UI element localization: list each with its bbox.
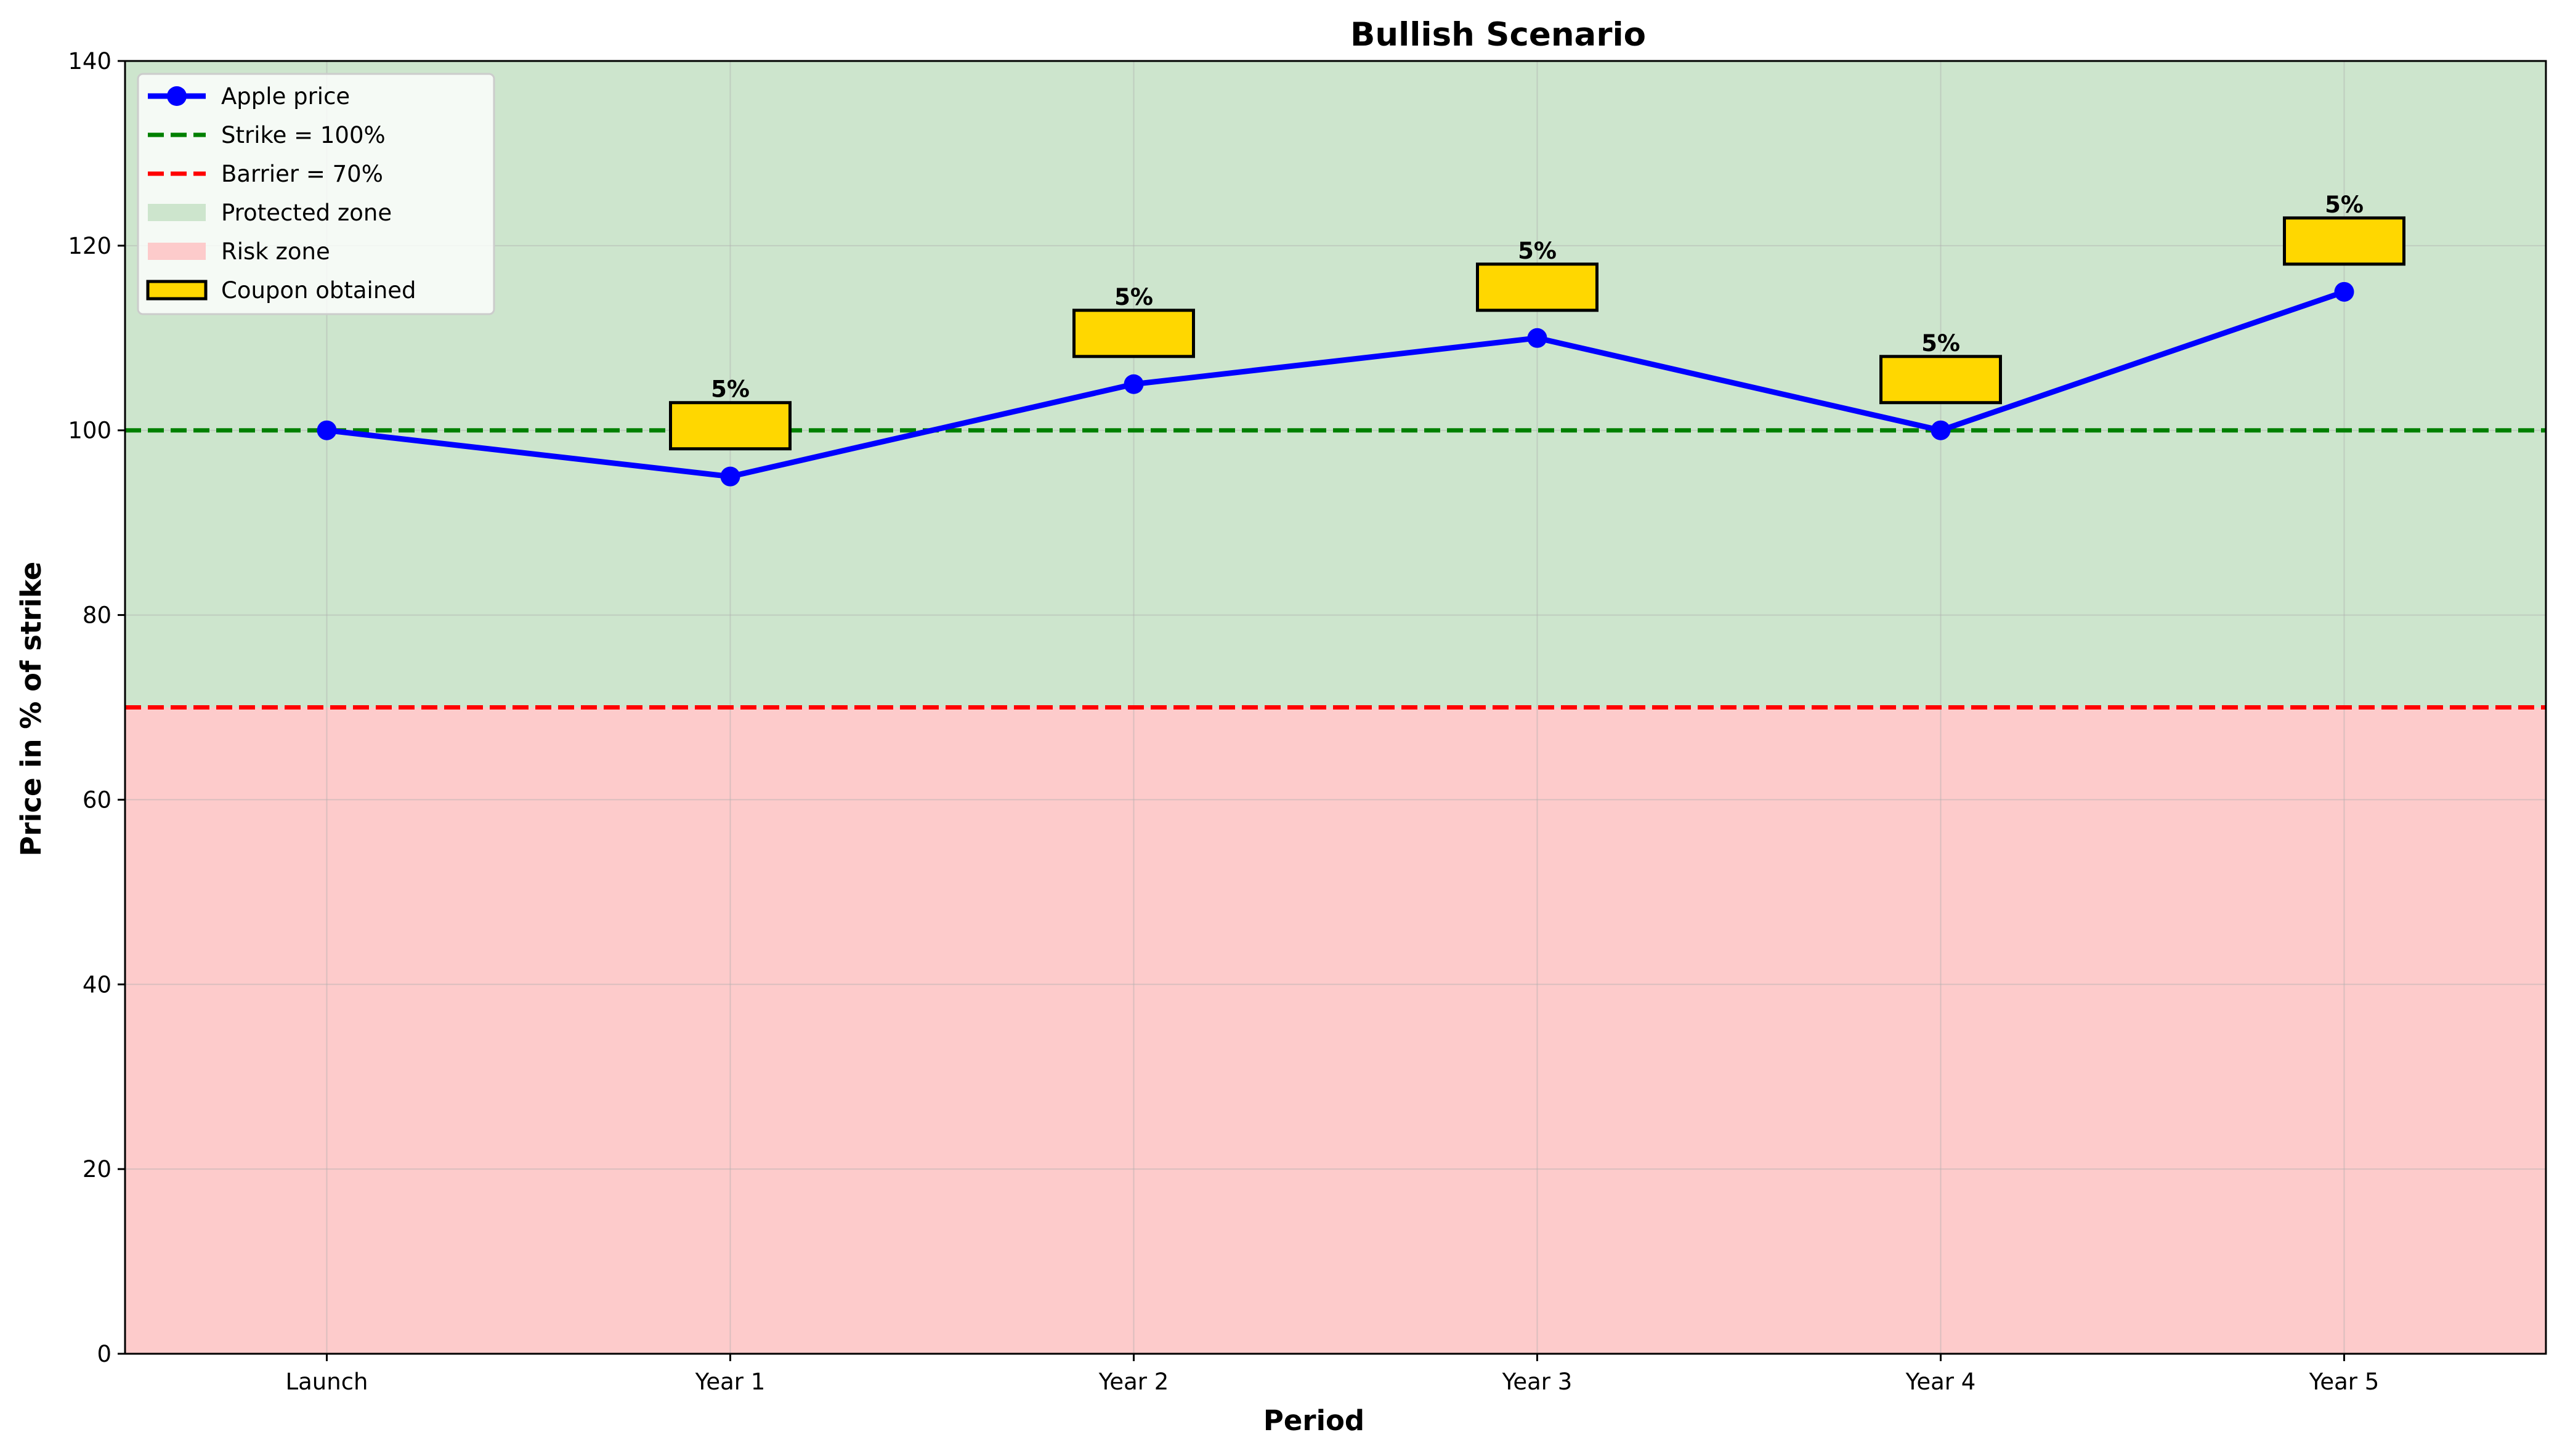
y-tick-label: 20 bbox=[83, 1156, 111, 1183]
x-tick-label: Launch bbox=[286, 1369, 368, 1395]
legend-label: Coupon obtained bbox=[221, 277, 416, 304]
price-line bbox=[326, 289, 2345, 480]
coupon-box bbox=[2283, 216, 2405, 266]
price-point bbox=[1931, 420, 1951, 440]
coupon-label: 5% bbox=[711, 376, 750, 403]
legend-marker-price bbox=[167, 86, 187, 106]
y-tick-label: 140 bbox=[68, 48, 111, 75]
coupon-box bbox=[669, 401, 792, 451]
price-point bbox=[2334, 281, 2354, 302]
legend-box bbox=[137, 73, 495, 315]
legend-handle-zone bbox=[148, 243, 206, 260]
chart-title: Bullish Scenario bbox=[1350, 16, 1646, 54]
price-point bbox=[720, 466, 740, 487]
price-point bbox=[317, 420, 337, 440]
y-axis-title: Price in % of strike bbox=[15, 562, 47, 857]
coupon-label: 5% bbox=[2325, 192, 2364, 218]
x-tick-label: Year 5 bbox=[2309, 1369, 2380, 1395]
x-axis-title: Period bbox=[1263, 1404, 1364, 1437]
legend-label: Apple price bbox=[221, 83, 350, 110]
x-tick-label: Year 3 bbox=[1502, 1369, 1573, 1395]
coupon-box bbox=[1476, 262, 1599, 312]
coupon-label: 5% bbox=[1921, 330, 1960, 357]
coupon-box bbox=[1072, 309, 1195, 358]
legend-handle-zone bbox=[148, 204, 206, 221]
legend-label: Strike = 100% bbox=[221, 122, 386, 148]
legend-handle-coupon bbox=[146, 280, 208, 301]
price-point bbox=[1124, 374, 1144, 394]
legend: Apple price Strike = 100% Barrier = 70% Pro… bbox=[137, 73, 495, 315]
y-tick-label: 0 bbox=[97, 1341, 111, 1367]
coupon-box bbox=[1879, 355, 2002, 405]
x-tick-label: Year 4 bbox=[1905, 1369, 1976, 1395]
y-tick-label: 120 bbox=[68, 233, 111, 259]
legend-label: Barrier = 70% bbox=[221, 161, 383, 187]
coupon-label: 5% bbox=[1518, 238, 1557, 264]
coupon-label: 5% bbox=[1114, 284, 1153, 310]
plot-frame bbox=[124, 60, 2547, 1355]
y-tick-label: 100 bbox=[68, 418, 111, 444]
y-tick-label: 60 bbox=[83, 787, 111, 813]
x-tick-label: Year 1 bbox=[695, 1369, 766, 1395]
zone-risk bbox=[125, 707, 2546, 1354]
y-tick-label: 40 bbox=[83, 971, 111, 998]
x-tick-label: Year 2 bbox=[1098, 1369, 1169, 1395]
price-point bbox=[1527, 328, 1547, 348]
zone-protected bbox=[125, 61, 2546, 708]
legend-label: Risk zone bbox=[221, 238, 330, 265]
legend-label: Protected zone bbox=[221, 200, 392, 226]
y-tick-label: 80 bbox=[83, 602, 111, 629]
